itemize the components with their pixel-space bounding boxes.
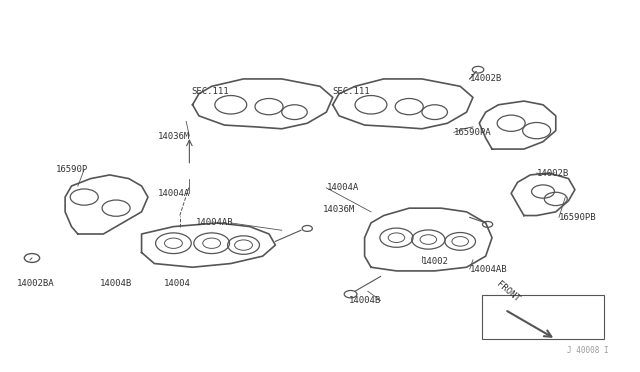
- Text: 14004A: 14004A: [157, 189, 189, 198]
- Text: 14002: 14002: [422, 257, 449, 266]
- Text: 14004AB: 14004AB: [470, 264, 508, 273]
- Text: J 40008 I: J 40008 I: [567, 346, 609, 355]
- Text: 14002B: 14002B: [470, 74, 502, 83]
- Text: 14004A: 14004A: [326, 183, 358, 192]
- Text: 16590P: 16590P: [56, 165, 88, 174]
- Text: 14036M: 14036M: [157, 132, 189, 141]
- Text: 16590PA: 16590PA: [454, 128, 492, 137]
- Text: 14004B: 14004B: [100, 279, 132, 288]
- Text: 16590PB: 16590PB: [559, 213, 596, 222]
- Text: 14002B: 14002B: [537, 169, 569, 177]
- Text: 14004: 14004: [164, 279, 191, 288]
- Text: 14036M: 14036M: [323, 205, 355, 215]
- Text: SEC.111: SEC.111: [333, 87, 371, 96]
- Text: 14004AB: 14004AB: [196, 218, 234, 227]
- Text: 14004B: 14004B: [349, 296, 381, 305]
- Text: 14002BA: 14002BA: [17, 279, 55, 288]
- Text: SEC.111: SEC.111: [191, 87, 229, 96]
- Text: FRONT: FRONT: [495, 280, 521, 304]
